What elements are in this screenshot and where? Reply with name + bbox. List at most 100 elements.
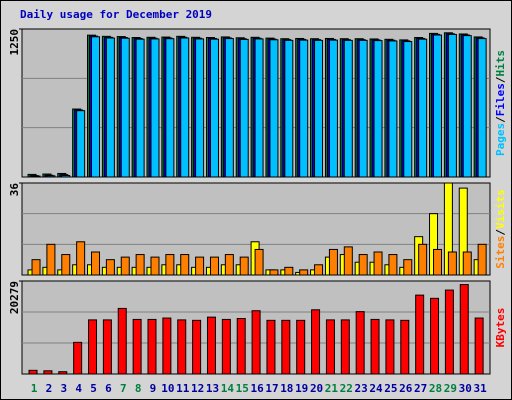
bar <box>239 38 249 178</box>
bar <box>254 248 264 276</box>
bar <box>135 254 145 276</box>
y-tick-label: 36 <box>8 183 21 197</box>
bar <box>105 259 115 276</box>
bar <box>358 39 368 178</box>
bar <box>88 319 98 375</box>
x-tick-label: 16 <box>250 382 264 395</box>
bar <box>415 294 425 375</box>
legend-separator: / <box>494 76 507 83</box>
bar <box>150 256 160 276</box>
bar <box>388 40 398 178</box>
legend-separator: / <box>494 116 507 123</box>
bar <box>403 259 413 276</box>
bar <box>400 319 410 375</box>
x-tick-label: 24 <box>369 382 383 395</box>
y-tick-label: 1250 <box>8 29 21 56</box>
x-tick-label: 17 <box>265 382 278 395</box>
bar <box>355 311 365 375</box>
bar <box>433 248 443 276</box>
bar <box>373 40 383 178</box>
x-tick-label: 31 <box>474 382 488 395</box>
x-tick-label: 20 <box>310 382 323 395</box>
bar <box>105 37 115 178</box>
legend-entry: Files <box>494 83 507 116</box>
x-tick-label: 3 <box>60 382 67 395</box>
bar <box>61 254 71 276</box>
bar <box>328 39 338 178</box>
bar <box>266 319 276 375</box>
bar <box>132 318 142 375</box>
bar <box>224 254 234 276</box>
bar <box>76 241 86 276</box>
x-tick-label: 30 <box>459 382 472 395</box>
bar <box>370 318 380 375</box>
bar <box>43 370 53 375</box>
x-tick-label: 11 <box>176 382 190 395</box>
bar <box>61 175 71 178</box>
bar <box>281 319 291 375</box>
bar <box>403 41 413 178</box>
bar <box>418 243 428 276</box>
bar <box>147 318 157 375</box>
legend-entry: KBytes <box>494 308 507 348</box>
bar <box>165 254 175 276</box>
bar <box>28 369 38 375</box>
bar <box>299 269 309 276</box>
bar <box>117 307 127 375</box>
bar <box>358 254 368 276</box>
bar <box>120 37 130 178</box>
bar <box>162 317 172 375</box>
bar <box>447 33 457 178</box>
bar <box>328 248 338 276</box>
bar <box>311 309 321 375</box>
bar <box>206 316 216 375</box>
x-tick-label: 27 <box>414 382 427 395</box>
bar <box>180 254 190 276</box>
bar <box>102 319 112 375</box>
x-tick-label: 15 <box>236 382 249 395</box>
x-tick-label: 28 <box>429 382 442 395</box>
bar <box>325 319 335 375</box>
bar <box>224 38 234 178</box>
bar <box>251 310 261 375</box>
bar <box>46 175 56 178</box>
bar <box>459 284 469 375</box>
bar <box>236 318 246 375</box>
x-tick-label: 21 <box>325 382 339 395</box>
bar <box>474 317 484 375</box>
bar <box>340 319 350 375</box>
bar <box>418 38 428 178</box>
x-tick-label: 2 <box>46 382 53 395</box>
x-tick-label: 14 <box>221 382 235 395</box>
bar <box>46 243 56 276</box>
bar <box>91 251 101 276</box>
bar <box>314 264 324 276</box>
bar <box>284 266 294 276</box>
x-tick-label: 22 <box>340 382 353 395</box>
bar <box>296 319 306 375</box>
x-tick-label: 26 <box>399 382 413 395</box>
x-tick-label: 13 <box>206 382 219 395</box>
bar <box>31 175 41 178</box>
x-tick-label: 18 <box>280 382 293 395</box>
bar <box>58 371 68 375</box>
x-tick-label: 7 <box>120 382 127 395</box>
bar <box>269 39 279 178</box>
bar <box>433 34 443 178</box>
bar <box>388 254 398 276</box>
y-tick-label: 20279 <box>8 281 21 314</box>
legend-entry: Hits <box>494 50 507 77</box>
x-tick-label: 12 <box>191 382 204 395</box>
bar <box>192 319 202 375</box>
x-tick-label: 29 <box>444 382 457 395</box>
legend: Pages/Files/Hits <box>494 50 507 156</box>
bar <box>195 256 205 276</box>
legend-entry: Sites <box>494 236 507 269</box>
bar <box>31 259 41 276</box>
bar <box>373 251 383 276</box>
bar <box>343 39 353 178</box>
x-tick-label: 8 <box>135 382 142 395</box>
legend-separator: / <box>494 229 507 236</box>
bar <box>299 39 309 178</box>
